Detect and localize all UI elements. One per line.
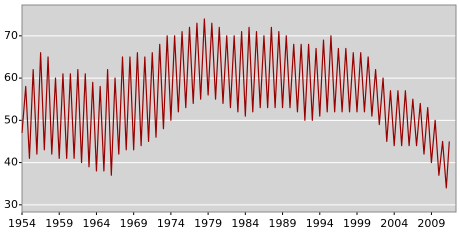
x-tick-label: 2004: [380, 217, 408, 230]
y-tick-label: 60: [4, 71, 18, 84]
x-tick-label: 1989: [269, 217, 297, 230]
chart: 30 40 50 60 70 1954 1959 1964 1969 1974 1979 1984 19…: [4, 4, 457, 230]
x-tick-label: 2009: [417, 217, 445, 230]
x-tick-label: 1969: [120, 217, 148, 230]
x-tick-label: 1974: [157, 217, 185, 230]
x-tick-label: 1964: [82, 217, 110, 230]
x-tick-label: 1979: [194, 217, 222, 230]
x-tick-label: 1994: [306, 217, 334, 230]
y-tick-label: 30: [4, 198, 18, 211]
x-tick-label: 1954: [8, 217, 36, 230]
x-tick-label: 1959: [45, 217, 73, 230]
x-tick-label: 1999: [343, 217, 371, 230]
x-tick-label: 1984: [231, 217, 259, 230]
y-tick-label: 70: [4, 29, 18, 42]
plot-border: [21, 4, 457, 213]
y-tick-label: 40: [4, 156, 18, 169]
data-line: [21, 18, 450, 189]
y-tick-label: 50: [4, 113, 18, 126]
